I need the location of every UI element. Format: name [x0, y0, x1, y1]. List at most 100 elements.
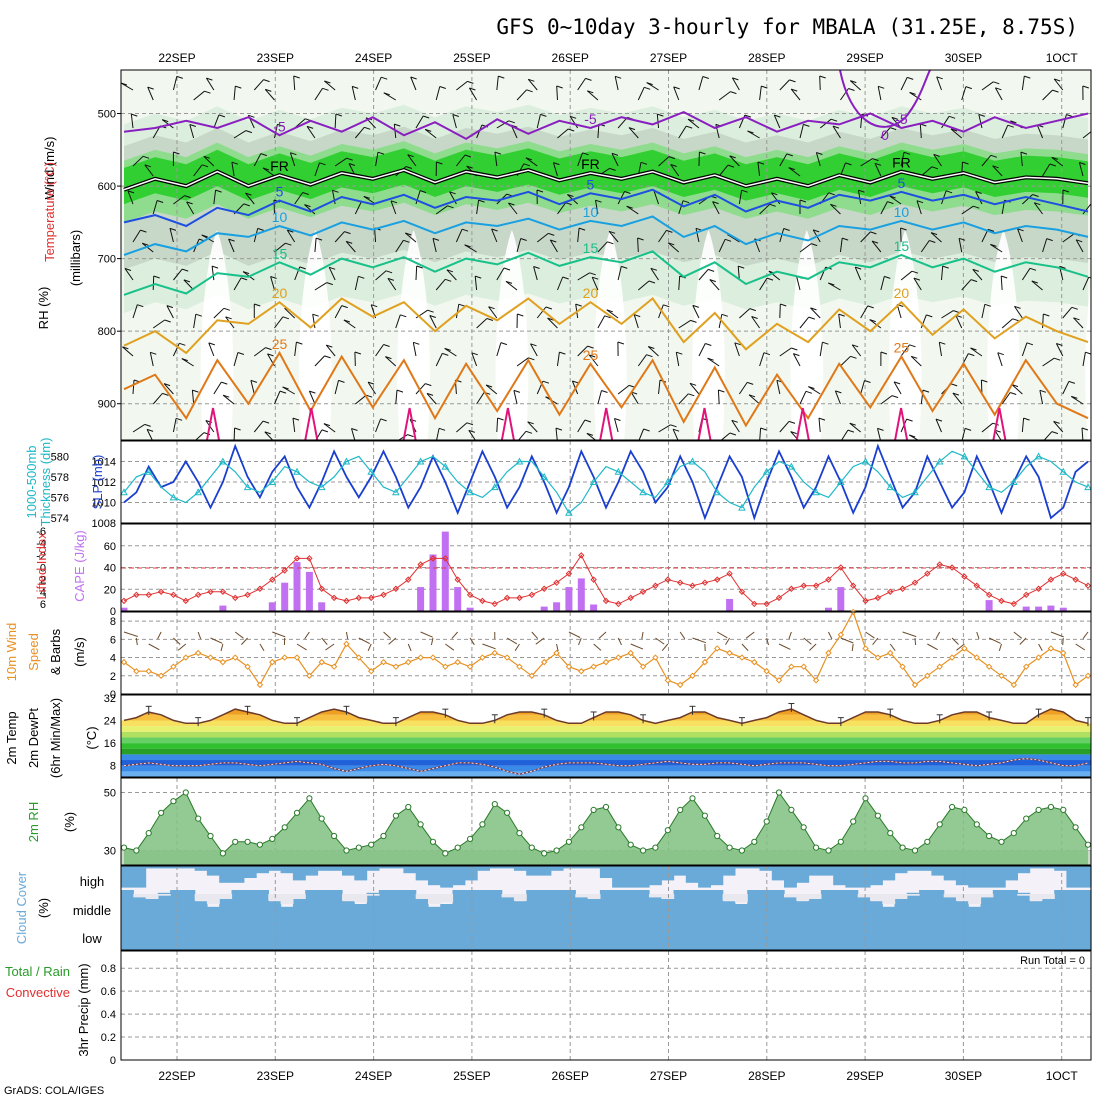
wind-barb-flag	[494, 151, 502, 155]
wind-barb-flag	[358, 275, 365, 279]
cloud-low-bar	[1029, 918, 1043, 950]
wind-barb	[496, 76, 499, 91]
wind-barb	[577, 419, 586, 433]
wind-barb	[1051, 157, 1064, 167]
wind-barb-flag	[1023, 417, 1030, 421]
wind-barb	[650, 268, 659, 281]
wind-barb	[658, 424, 671, 433]
cloud-middle-gap	[133, 894, 147, 898]
wind-barb	[132, 379, 135, 395]
top-date-label: 30SEP	[945, 51, 982, 65]
wind-barb	[213, 381, 222, 395]
cape-bar	[281, 582, 289, 611]
lifted-index-marker	[380, 591, 387, 599]
wind-barb	[173, 195, 185, 205]
dry-column	[692, 230, 725, 440]
wind-barb-flag	[1007, 124, 1014, 128]
wind-barb-flag	[144, 164, 151, 168]
wind-barb	[869, 319, 882, 329]
wind-barb	[476, 318, 488, 329]
temp-color-band	[121, 695, 1091, 709]
rh2m-marker	[306, 795, 313, 802]
wind-speed-marker	[1072, 681, 1079, 689]
wind-barb	[938, 342, 943, 357]
wind-barb	[851, 344, 862, 357]
wind-barb-flag	[175, 417, 183, 421]
rh2m-marker	[924, 838, 931, 845]
wind-barb	[978, 114, 983, 129]
wind-barb	[294, 192, 304, 205]
cloud-middle-bar	[501, 895, 515, 918]
wind-barb	[312, 314, 316, 329]
cloud-middle-bar	[1017, 892, 1031, 918]
bottom-date-axis: 22SEP 23SEP 24SEP 25SEP 26SEP 27SEP 28SEP 29SEP…	[158, 1069, 1078, 1083]
rh2m-marker	[788, 806, 795, 814]
wind-barb-flag	[771, 192, 778, 196]
wind-barb-flag	[810, 307, 817, 311]
cloud-middle-bar	[796, 901, 810, 918]
wind-barb-flag	[970, 347, 977, 351]
isotherm-30-fragment	[304, 407, 319, 440]
wind-barb	[687, 118, 700, 129]
wind-barb-flag	[595, 199, 602, 203]
wind-barb-flag	[712, 201, 719, 205]
cloud-low-bar	[342, 918, 355, 950]
contour-label: 20	[272, 285, 288, 301]
contour-label: 15	[272, 245, 288, 261]
wind-barb	[354, 276, 359, 291]
wind-barb-flag	[997, 352, 1004, 356]
cloud-high-bar	[305, 866, 319, 876]
cape-bar	[577, 578, 585, 611]
wind-barb-flag	[628, 127, 636, 131]
cloud-middle-bar	[305, 890, 319, 918]
wind-barb	[840, 88, 849, 101]
wind-barb	[304, 204, 316, 215]
rh2m-marker	[293, 809, 301, 816]
lifted-index-marker	[232, 594, 239, 602]
lifted-index-marker	[367, 594, 375, 602]
precip-tick: 0.6	[101, 986, 116, 998]
wind-barb	[253, 79, 264, 91]
wind-barb-flag	[248, 114, 255, 118]
pressure-tick: 800	[98, 326, 116, 338]
wind-barb-flag	[228, 238, 235, 242]
cloud-low-bar	[157, 918, 171, 950]
cloud-low-bar	[378, 918, 392, 950]
wind-barb-flag	[166, 305, 174, 309]
wind-speed-marker	[775, 677, 783, 684]
wind-barb-flag	[525, 157, 533, 161]
wind-barb-flag	[589, 354, 596, 358]
wind-barb	[1062, 233, 1075, 243]
freezing-level-inner	[123, 169, 1089, 191]
lifted-index-marker	[1084, 582, 1092, 589]
wind-barb	[819, 342, 823, 357]
cape-tick: 40	[104, 563, 116, 575]
wind-barb	[1053, 78, 1064, 91]
lifted-index-marker	[442, 555, 449, 562]
wind-barb-flag	[780, 303, 787, 307]
rh2m-marker	[640, 847, 647, 854]
cloud-high-bar	[231, 866, 245, 883]
wind-barb-flag	[819, 75, 826, 79]
cloud-middle-bar	[354, 904, 368, 918]
bottom-date-label: 30SEP	[945, 1069, 982, 1083]
thickness-marker	[466, 488, 474, 496]
cloud-middle-gap	[280, 894, 294, 905]
rh2m-marker	[763, 818, 770, 825]
lifted-index-marker	[343, 597, 350, 605]
wind-barb	[981, 81, 994, 91]
wind-barb-flag	[181, 358, 188, 362]
wind10m-barb	[840, 637, 854, 644]
wind-barb-flag	[528, 78, 535, 82]
wind-barb	[516, 238, 522, 253]
wind-barb	[614, 76, 619, 91]
wind-barb	[213, 190, 217, 205]
wind-grid	[121, 612, 1091, 695]
wind-barb-flag	[163, 383, 171, 387]
wind-barb-flag	[176, 75, 183, 79]
lifted-index-marker	[948, 564, 956, 571]
lifted-index-marker	[627, 594, 634, 602]
wind-barb	[169, 228, 174, 243]
wind-barb-flag	[1073, 317, 1080, 321]
cloud-middle-gap	[587, 894, 601, 899]
